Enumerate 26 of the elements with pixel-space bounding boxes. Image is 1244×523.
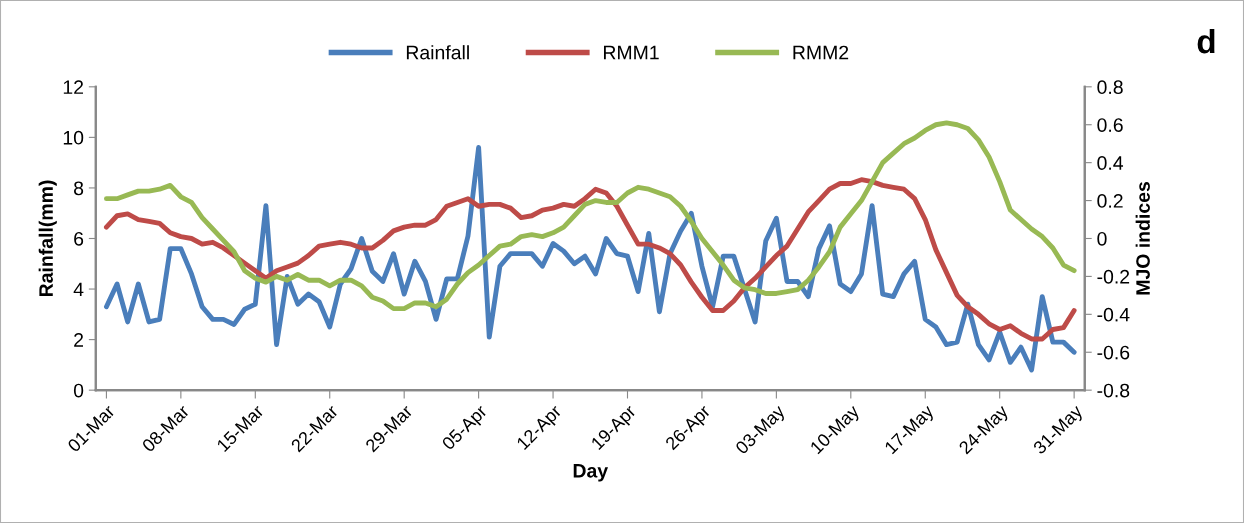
y2-tick-label: 0.2 bbox=[1097, 194, 1123, 208]
line-series bbox=[103, 177, 1077, 342]
y2-tick-label: -0.6 bbox=[1097, 345, 1130, 360]
y2-tick-label: 0.6 bbox=[1097, 118, 1123, 132]
y2-axis-title: MJO indices bbox=[1135, 182, 1150, 295]
y-tick-label: 4 bbox=[73, 282, 84, 297]
y2-tick-label: -0.2 bbox=[1097, 269, 1130, 284]
x-axis-title: Day bbox=[573, 464, 609, 482]
y-tick-label: 6 bbox=[74, 231, 84, 246]
y-tick-label: 0 bbox=[73, 383, 84, 398]
y-tick-label: 8 bbox=[74, 181, 84, 196]
legend-label: Rainfall bbox=[406, 45, 469, 60]
legend-label: RMM2 bbox=[793, 45, 849, 60]
y-tick-label: 10 bbox=[63, 130, 84, 145]
y-tick-label: 2 bbox=[74, 333, 84, 347]
y2-tick-label: 0 bbox=[1097, 231, 1107, 246]
y2-tick-label: -0.4 bbox=[1097, 307, 1130, 322]
line-series bbox=[103, 120, 1077, 312]
y2-tick-label: -0.8 bbox=[1097, 383, 1130, 398]
y2-tick-label: 0.4 bbox=[1097, 156, 1124, 170]
line-series bbox=[103, 145, 1077, 373]
legend-label: RMM1 bbox=[603, 45, 659, 60]
y-axis-title: Rainfall(mm) bbox=[38, 180, 57, 297]
y2-tick-label: 0.8 bbox=[1097, 80, 1123, 95]
y-tick-label: 12 bbox=[63, 80, 84, 94]
text: d bbox=[1197, 28, 1215, 54]
